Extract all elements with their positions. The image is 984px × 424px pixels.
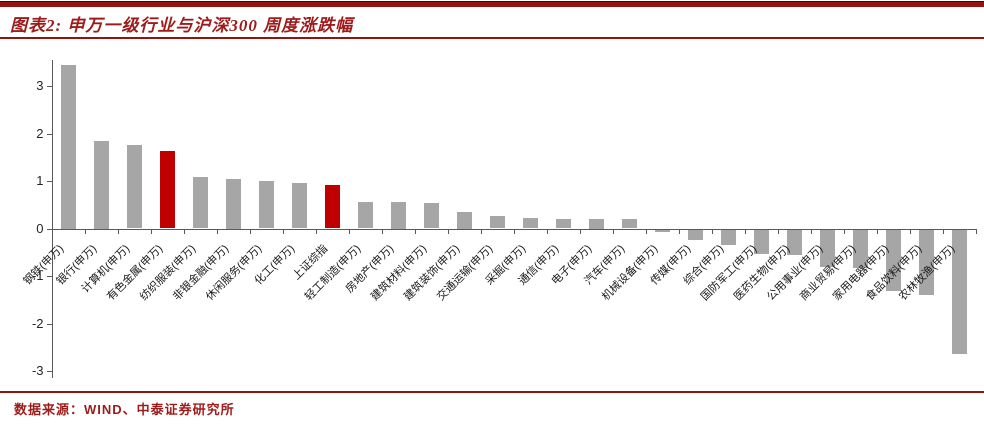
y-tick-label: 2 xyxy=(36,125,44,141)
bar xyxy=(786,229,802,256)
y-axis-tick xyxy=(46,133,52,135)
x-axis-tick xyxy=(51,229,53,234)
bar xyxy=(687,229,703,240)
x-axis-tick xyxy=(348,229,350,234)
y-axis-tick xyxy=(46,86,52,87)
x-axis-tick xyxy=(183,229,185,234)
figure-title: 图表2: 申万一级行业与沪深300 周度涨跌幅 xyxy=(10,16,354,35)
bar xyxy=(60,64,76,229)
x-axis-tick xyxy=(942,229,944,234)
bar xyxy=(357,201,373,229)
y-tick-label: -2 xyxy=(31,315,44,331)
bar xyxy=(291,182,307,229)
x-axis-tick xyxy=(216,229,218,234)
bar xyxy=(753,229,769,254)
x-axis xyxy=(51,228,977,230)
bar xyxy=(126,144,142,229)
bar xyxy=(192,176,208,229)
y-axis-tick xyxy=(46,228,52,230)
bar xyxy=(720,229,736,246)
bar xyxy=(555,218,571,229)
x-axis-tick xyxy=(447,229,449,234)
y-tick-label: 3 xyxy=(36,78,44,93)
x-axis-tick xyxy=(975,229,977,234)
x-axis-tick xyxy=(645,229,647,234)
bar xyxy=(390,202,406,229)
x-axis-tick xyxy=(282,229,284,234)
x-axis-tick xyxy=(414,229,416,234)
y-axis-tick xyxy=(46,181,52,182)
y-axis-tick xyxy=(46,276,52,277)
bar xyxy=(951,229,967,355)
y-axis-tick xyxy=(46,371,52,372)
y-axis-tick xyxy=(46,323,52,325)
y-tick-label: 0 xyxy=(36,220,44,236)
bar xyxy=(819,229,835,267)
bar xyxy=(225,178,241,229)
bar xyxy=(93,140,109,229)
header-top-rule xyxy=(0,1,984,7)
y-tick-label: 1 xyxy=(36,173,44,188)
bar xyxy=(423,202,439,229)
x-axis-tick xyxy=(810,229,812,234)
bar xyxy=(852,229,868,268)
y-axis xyxy=(51,59,53,379)
x-axis-tick xyxy=(777,229,779,234)
bar xyxy=(654,229,670,232)
bar xyxy=(456,211,472,229)
bar xyxy=(588,219,604,229)
bar xyxy=(885,229,901,291)
x-axis-tick xyxy=(480,229,482,234)
x-axis-tick xyxy=(150,229,152,234)
bar xyxy=(621,219,637,229)
y-tick-label: -1 xyxy=(31,268,44,283)
bar-chart: 3 2 1 0 -1 -2 -3 钢铁(申万) 银行(申万) 计算机(申万) 有色金属(申万) 纺织服… xyxy=(0,55,984,385)
header-bottom-rule xyxy=(0,37,984,39)
x-axis-tick xyxy=(249,229,251,234)
x-axis-tick xyxy=(117,229,119,234)
bar xyxy=(918,229,934,295)
x-axis-tick xyxy=(909,229,911,234)
x-axis-tick xyxy=(744,229,746,234)
bar xyxy=(489,215,505,229)
x-axis-tick xyxy=(84,229,86,234)
x-axis-tick xyxy=(678,229,680,234)
y-tick-label: -3 xyxy=(31,363,44,378)
x-axis-tick xyxy=(513,229,515,234)
x-axis-tick xyxy=(579,229,581,234)
bar-highlighted xyxy=(324,185,340,229)
bar-highlighted xyxy=(159,151,175,229)
bar xyxy=(258,181,274,229)
x-axis-tick xyxy=(612,229,614,234)
data-source: 数据来源：WIND、中泰证券研究所 xyxy=(14,402,235,417)
x-axis-tick xyxy=(843,229,845,234)
x-axis-tick xyxy=(381,229,383,234)
x-axis-tick xyxy=(315,229,317,234)
x-axis-tick xyxy=(546,229,548,234)
x-axis-tick xyxy=(711,229,713,234)
bar xyxy=(522,218,538,229)
x-axis-tick xyxy=(876,229,878,234)
footer-rule xyxy=(0,391,984,393)
